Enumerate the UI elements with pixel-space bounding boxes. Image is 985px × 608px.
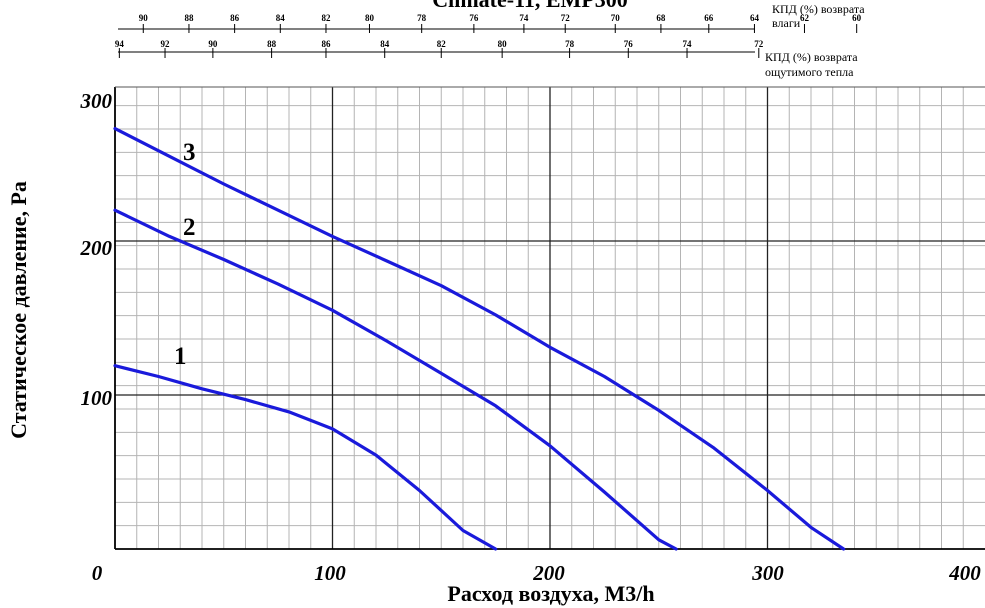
sec-axis-1-tick-label: 86 (230, 13, 240, 23)
sec-axis-2-tick-label: 72 (754, 39, 764, 49)
secondary-axes: 90 88 86 84 82 80 78 76 74 72 70 68 66 64 62 60 94 92 90 88… (115, 13, 862, 58)
sec-axis-2-tick-label: 90 (208, 39, 218, 49)
sec-axis-2-tick-label: 94 (115, 39, 125, 49)
y-tick-label-300: 300 (80, 89, 113, 113)
major-grid (114, 86, 985, 550)
sec-axis-2-tick-label: 88 (267, 39, 277, 49)
x-tick-label-100: 100 (314, 561, 346, 585)
curve-label-1: 1 (174, 343, 187, 370)
x-tick-label-200: 200 (532, 561, 565, 585)
sec-axis2-label-line1: КПД (%) возврата (765, 50, 858, 64)
y-axis-title: Статическое давление, Pa (6, 181, 31, 439)
sec-axis-1-tick-label: 78 (417, 13, 427, 23)
y-tick-label-200: 200 (80, 236, 113, 260)
sec-axis-1-tick-label: 74 (519, 13, 529, 23)
series-line-1 (113, 364, 498, 551)
x-tick-label-0: 0 (92, 561, 103, 585)
sec-axis-1-tick-label: 70 (611, 13, 621, 23)
sec-axis-1-tick-label: 64 (750, 13, 760, 23)
sec-axis-1-tick-label: 68 (656, 13, 666, 23)
x-tick-label-300: 300 (751, 561, 784, 585)
sec-axis-2-tick-label: 80 (498, 39, 508, 49)
sec-axis-1-tick-label: 84 (276, 13, 286, 23)
sec-axis-2-tick-label: 78 (565, 39, 575, 49)
sec-axis-1-tick-label: 72 (561, 13, 571, 23)
sec-axis-2-tick-label: 76 (624, 39, 634, 49)
sec-axis-1-tick-label: 88 (184, 13, 194, 23)
sec-axis-1-tick-label: 90 (139, 13, 149, 23)
sec-axis-1-tick-label: 80 (365, 13, 375, 23)
series-group (113, 127, 846, 551)
sec-axis-1-tick-label: 82 (321, 13, 331, 23)
series-line-3 (113, 127, 846, 551)
sec-axis2-label-line2: ощутимого тепла (765, 65, 854, 79)
sec-axis-2-tick-label: 74 (683, 39, 693, 49)
x-axis-title: Расход воздуха, М3/h (447, 581, 654, 606)
sec-axis-1-tick-label: 60 (852, 13, 862, 23)
series-line-2 (113, 208, 678, 551)
sec-axis-1-tick-label: 76 (469, 13, 479, 23)
sec-axis-1-tick-label: 62 (800, 13, 810, 23)
sec-axis1-label-line1: КПД (%) возврата (772, 2, 865, 16)
x-tick-label-400: 400 (948, 561, 981, 585)
chart-title: Climate-11, EMP300 (432, 0, 628, 12)
sec-axis-1-tick-label: 66 (704, 13, 714, 23)
curve-label-2: 2 (183, 214, 196, 241)
sec-axis-2-tick-label: 84 (380, 39, 390, 49)
y-tick-label-100: 100 (81, 386, 113, 410)
sec-axis1-label-line2: влаги (772, 16, 801, 30)
curve-label-3: 3 (183, 139, 196, 166)
sec-axis-2-tick-label: 86 (321, 39, 331, 49)
sec-axis-2-tick-label: 92 (161, 39, 171, 49)
sec-axis-2-tick-label: 82 (437, 39, 447, 49)
